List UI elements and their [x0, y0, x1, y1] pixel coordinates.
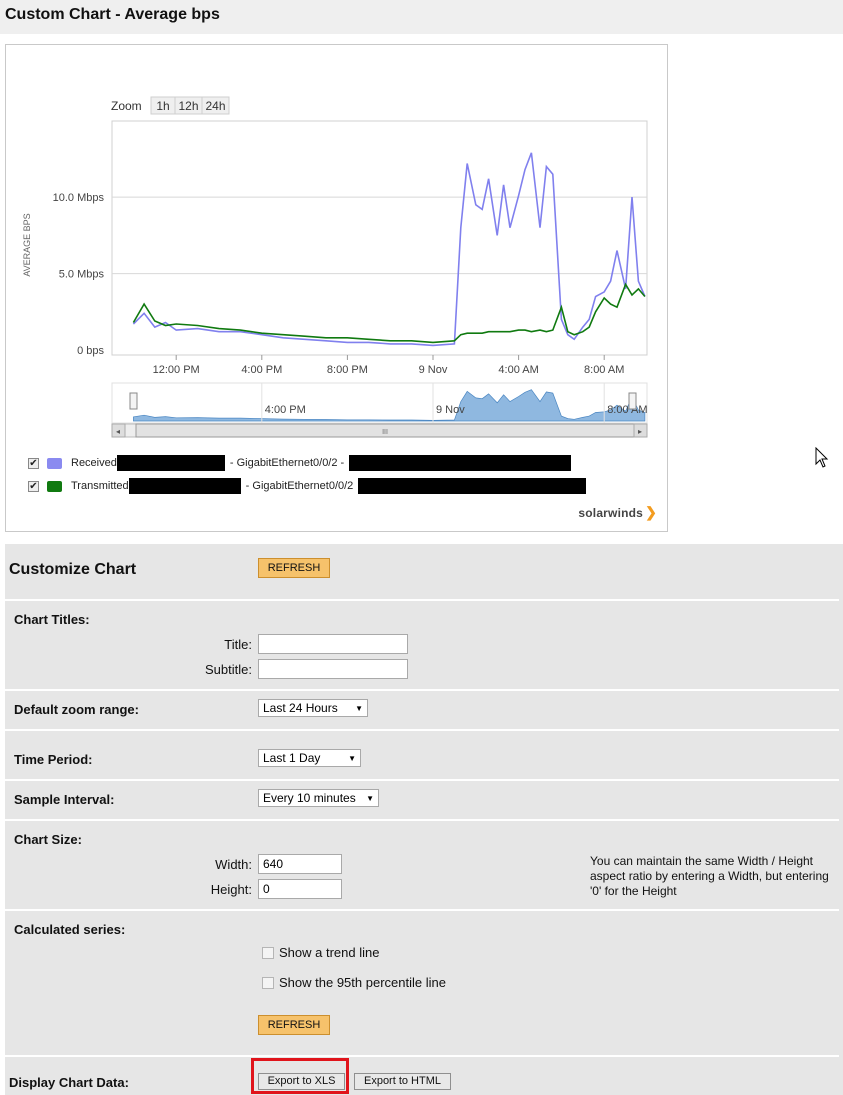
highlight-box [251, 1058, 349, 1094]
calculated-series-label: Calculated series: [14, 922, 126, 937]
sample-interval-label: Sample Interval: [14, 792, 115, 807]
chart-container: Zoom 1h 12h 24h 0 bps 5.0 Mbps 10.0 Mbps 12:… [5, 44, 668, 532]
legend-checkbox-transmitted[interactable]: ✔ [28, 480, 39, 492]
zoom-24h-button[interactable] [201, 96, 230, 115]
title-input[interactable] [258, 634, 408, 654]
series-line-received [132, 152, 646, 347]
page-title: Custom Chart - Average bps [5, 6, 220, 23]
export-html-button[interactable]: Export to HTML [354, 1073, 451, 1090]
percentile-label: Show the 95th percentile line [279, 975, 446, 990]
divider [5, 599, 839, 601]
x-tick-label: 4:00 PM [241, 364, 282, 376]
navigator-area [133, 389, 646, 422]
redacted-block [116, 455, 225, 471]
plot-area [111, 120, 648, 356]
display-chart-data-label: Display Chart Data: [9, 1075, 129, 1090]
y-tick-label: 5.0 Mbps [59, 269, 105, 281]
trend-line-checkbox[interactable]: Show a trend line [262, 945, 379, 960]
subtitle-input[interactable] [258, 659, 408, 679]
series-line-transmitted [132, 282, 646, 344]
page-header: Custom Chart - Average bps [0, 0, 843, 34]
x-tick-label: 9 Nov [419, 364, 448, 376]
navigator-label: 9 Nov [436, 404, 465, 416]
zoom-range-select[interactable]: Last 24 Hours ▼ [258, 699, 368, 717]
refresh-button-top[interactable]: REFRESH [258, 558, 330, 578]
x-tick-label: 4:00 AM [498, 364, 538, 376]
divider [5, 689, 839, 691]
redacted-block [358, 478, 587, 494]
refresh-button-bottom[interactable]: REFRESH [258, 1015, 330, 1035]
scroll-right-button[interactable] [633, 423, 648, 438]
navigator-left-handle[interactable] [129, 392, 138, 410]
mouse-cursor-icon [815, 447, 829, 468]
chart-size-hint: You can maintain the same Width / Height… [590, 854, 829, 898]
zoom-range-label: Default zoom range: [14, 702, 139, 717]
scroll-left-arrow-icon: ◂ [116, 427, 120, 436]
export-xls-button[interactable]: Export to XLS [258, 1073, 345, 1090]
x-tick-label: 8:00 AM [584, 364, 624, 376]
x-tick-label: 8:00 PM [327, 364, 368, 376]
navigator-right-handle[interactable] [628, 392, 637, 410]
zoom-option-label: 1h [156, 99, 169, 113]
y-tick-label: 0 bps [77, 345, 104, 357]
zoom-option-label: 12h [178, 99, 198, 113]
height-input[interactable] [258, 879, 342, 899]
chevron-down-icon: ▼ [366, 793, 374, 803]
scroll-grip-icon: III [382, 429, 388, 436]
legend-checkbox-received[interactable]: ✔ [28, 457, 39, 469]
scroll-left-button[interactable] [111, 423, 126, 438]
divider [5, 909, 839, 911]
height-label: Height: [210, 882, 252, 897]
time-period-label: Time Period: [14, 752, 93, 767]
solarwinds-logo: solarwinds ❯ [578, 504, 657, 520]
zoom-label: Zoom [111, 99, 142, 113]
time-period-select[interactable]: Last 1 Day ▼ [258, 749, 361, 767]
trend-line-label: Show a trend line [279, 945, 380, 960]
subtitle-label: Subtitle: [205, 662, 252, 677]
checkbox-box[interactable] [262, 946, 274, 959]
y-tick-label: 10.0 Mbps [53, 192, 105, 204]
chart-titles-label: Chart Titles: [14, 612, 90, 627]
divider [5, 779, 839, 781]
redacted-block [128, 478, 241, 494]
legend-swatch-received [47, 457, 62, 469]
legend-label-transmitted: Transmitted [71, 480, 129, 492]
legend-interface-transmitted: - GigabitEthernet0/0/2 [245, 480, 354, 492]
divider [5, 729, 839, 731]
flame-icon: ❯ [645, 504, 657, 520]
chart-svg: Zoom 1h 12h 24h 0 bps 5.0 Mbps 10.0 Mbps 12:… [22, 96, 648, 438]
x-tick-label: 12:00 PM [153, 364, 200, 376]
width-label: Width: [215, 857, 252, 872]
scroll-right-arrow-icon: ▸ [638, 427, 642, 436]
chart-size-label: Chart Size: [14, 832, 82, 847]
checkbox-box[interactable] [262, 976, 274, 989]
legend-swatch-transmitted [47, 480, 62, 492]
navigator-label: 8:00 AM [607, 404, 647, 416]
navigator-label: 4:00 PM [265, 404, 306, 416]
legend-item-transmitted[interactable]: ✔ Transmitted - GigabitEthernet0/0/2 [28, 478, 587, 494]
chevron-down-icon: ▼ [348, 753, 356, 763]
title-label: Title: [224, 637, 252, 652]
customize-heading: Customize Chart [9, 561, 137, 578]
legend-label-received: Received [71, 457, 117, 469]
chevron-down-icon: ▼ [355, 703, 363, 713]
zoom-option-label: 24h [205, 99, 225, 113]
legend-item-received[interactable]: ✔ Received - GigabitEthernet0/0/2 - [28, 455, 572, 471]
percentile-checkbox[interactable]: Show the 95th percentile line [262, 975, 446, 990]
y-axis-title: AVERAGE BPS [22, 213, 32, 276]
navigator[interactable] [111, 382, 648, 424]
divider [5, 819, 839, 821]
redacted-block [349, 455, 572, 471]
width-input[interactable] [258, 854, 342, 874]
legend-interface-received: - GigabitEthernet0/0/2 - [229, 457, 345, 469]
sample-interval-select[interactable]: Every 10 minutes ▼ [258, 789, 379, 807]
divider [5, 1055, 839, 1057]
